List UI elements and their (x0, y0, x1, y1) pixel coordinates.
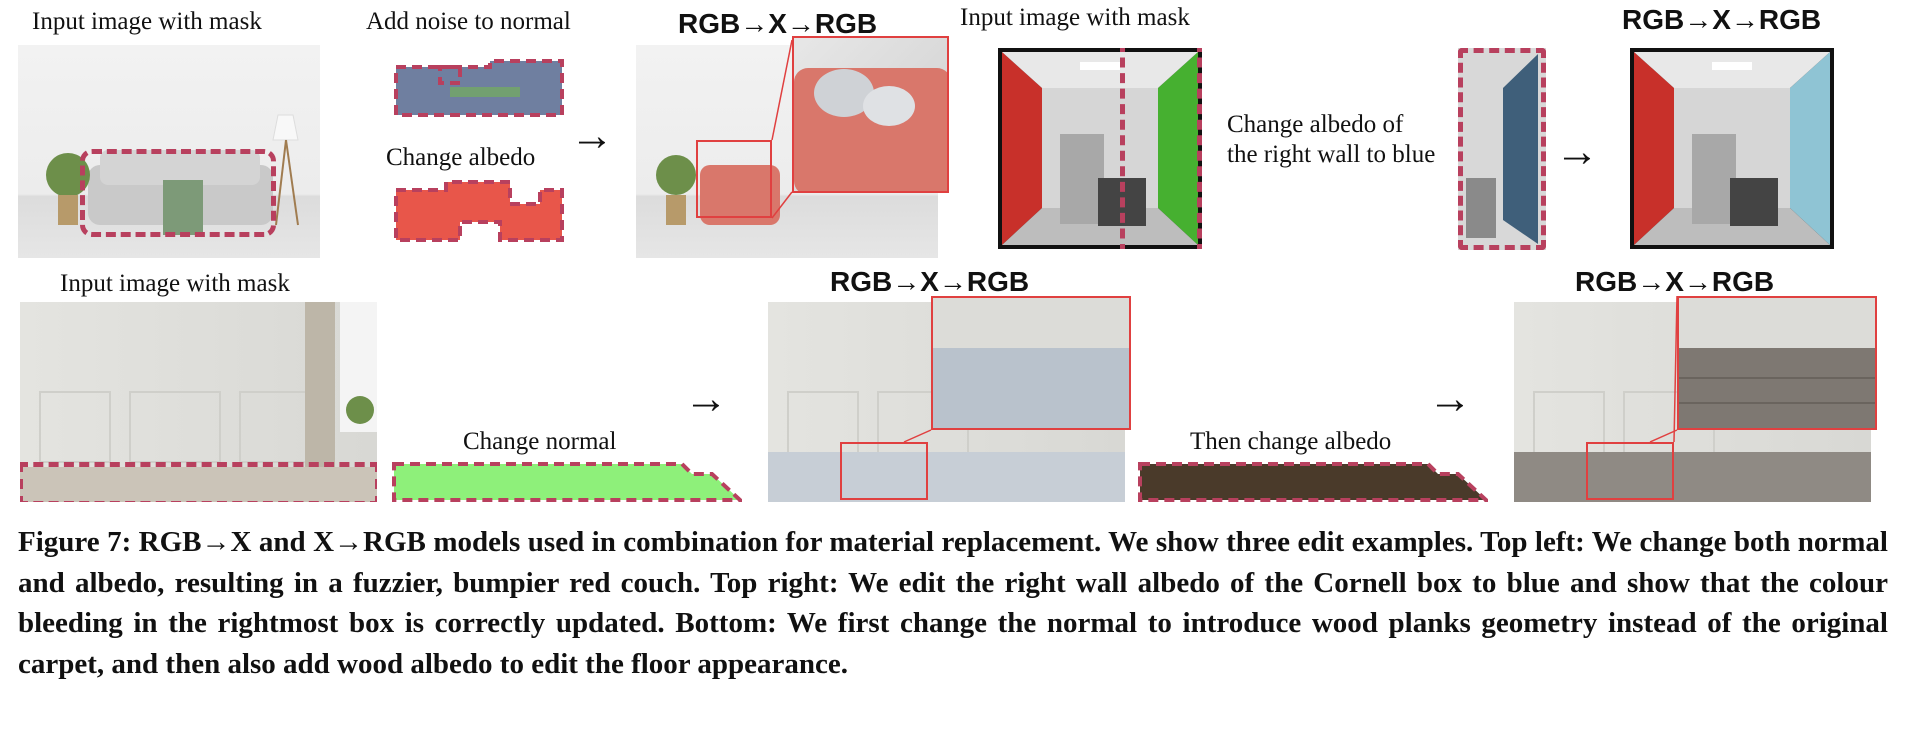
floor-result2-drawing (1514, 391, 1871, 502)
then-albedo-label: Then change albedo (1190, 428, 1392, 455)
cornell-input-image (998, 48, 1202, 249)
couch-zoom-region (696, 140, 772, 218)
bottom-arrow-1: → (684, 374, 728, 423)
couch-zoom-inset (792, 36, 949, 193)
top-left-result-label: RGB→X→RGB (678, 8, 878, 39)
top-left-input-label: Input image with mask (32, 8, 262, 35)
blue-albedo-map (1458, 48, 1546, 250)
albedo-change-label: Change albedo (386, 144, 536, 171)
floor-result1-zoom-drawing (933, 298, 1129, 428)
top-right-arrow: → (1555, 127, 1599, 176)
floor-result2-zoom-inset (1677, 296, 1877, 430)
red-albedo-shape (394, 180, 564, 242)
couch-input-image (18, 45, 320, 258)
couch-result-drawing (656, 155, 780, 225)
cornell-result-drawing (1634, 52, 1830, 245)
wood-albedo-shape (1138, 462, 1488, 502)
floor-mask-outline (20, 462, 377, 502)
bottom-result1-label: RGB→X→RGB (830, 266, 1030, 297)
noise-normal-map (390, 55, 568, 120)
cornell-wall-mask (1120, 48, 1202, 249)
change-normal-label: Change normal (463, 428, 617, 455)
top-right-result-label: RGB→X→RGB (1622, 4, 1822, 35)
couch-mask-outline (80, 149, 276, 237)
change-wall-text: Change albedo of the right wall to blue (1227, 111, 1436, 168)
normal-wood-shape (392, 462, 742, 502)
noise-normal-shape (394, 59, 564, 117)
floor-result1-zoom-inset (931, 296, 1131, 430)
floor-result2-zoom-region (1586, 442, 1674, 500)
cornell-result-image (1630, 48, 1834, 249)
blue-albedo-mask (1458, 48, 1546, 250)
noise-normal-label: Add noise to normal (366, 8, 571, 35)
floor-result1-drawing (768, 391, 1125, 502)
bottom-arrow-2: → (1428, 374, 1472, 423)
floor-input-drawing (20, 302, 377, 502)
top-left-arrow: → (570, 111, 614, 160)
blue-albedo-drawing (1466, 54, 1538, 244)
normal-wood-map (392, 462, 742, 502)
floor-input-image (20, 302, 377, 502)
figure-caption: Figure 7: RGB→X and X→RGB models used in… (18, 526, 1888, 680)
red-albedo-map (390, 178, 568, 244)
couch-zoom-drawing (794, 68, 947, 191)
top-right-input-label: Input image with mask (960, 4, 1190, 31)
floor-result1-zoom-region (840, 442, 928, 500)
bottom-result2-label: RGB→X→RGB (1575, 266, 1775, 297)
wood-albedo-map (1138, 462, 1488, 502)
couch-input-drawing (46, 114, 299, 235)
floor-result2-zoom-drawing (1679, 298, 1875, 428)
bottom-input-label: Input image with mask (60, 270, 290, 297)
